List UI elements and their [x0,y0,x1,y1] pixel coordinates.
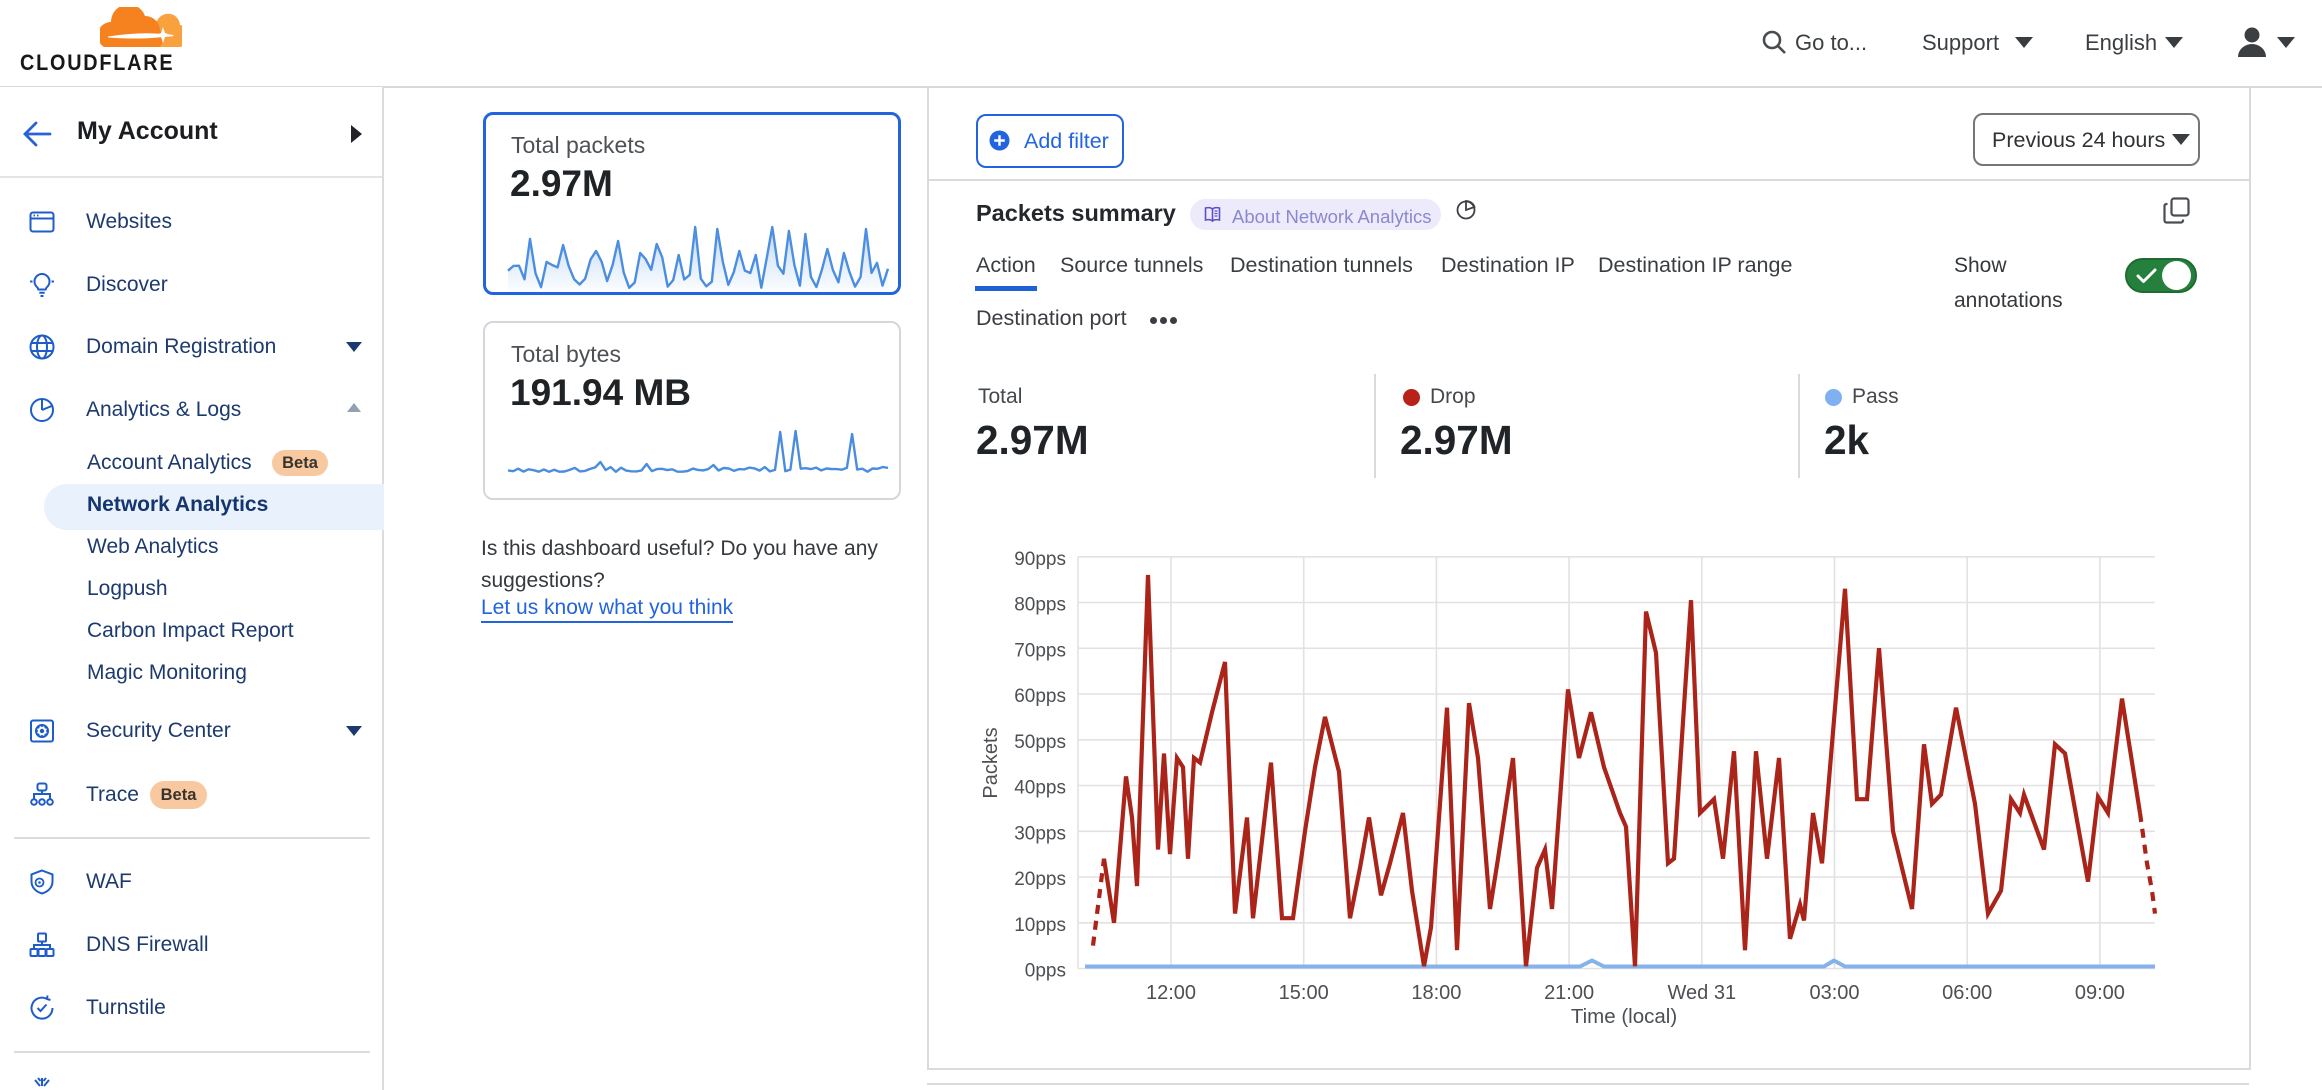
svg-text:80pps: 80pps [1014,595,1066,616]
svg-text:Time (local): Time (local) [1571,1005,1677,1028]
svg-text:50pps: 50pps [1014,732,1066,753]
svg-text:03:00: 03:00 [1809,982,1859,1004]
svg-text:90pps: 90pps [1014,549,1066,570]
svg-text:15:00: 15:00 [1279,982,1329,1004]
svg-text:21:00: 21:00 [1544,982,1594,1004]
svg-text:20pps: 20pps [1014,869,1066,890]
svg-text:10pps: 10pps [1014,915,1066,936]
svg-text:06:00: 06:00 [1942,982,1992,1004]
svg-text:12:00: 12:00 [1146,982,1196,1004]
svg-text:Packets: Packets [980,727,1002,798]
svg-text:70pps: 70pps [1014,640,1066,661]
svg-text:60pps: 60pps [1014,686,1066,707]
svg-text:40pps: 40pps [1014,778,1066,799]
svg-text:09:00: 09:00 [2075,982,2125,1004]
svg-text:Wed 31: Wed 31 [1668,982,1737,1004]
svg-text:30pps: 30pps [1014,823,1066,844]
svg-text:18:00: 18:00 [1411,982,1461,1004]
svg-text:0pps: 0pps [1025,961,1066,982]
